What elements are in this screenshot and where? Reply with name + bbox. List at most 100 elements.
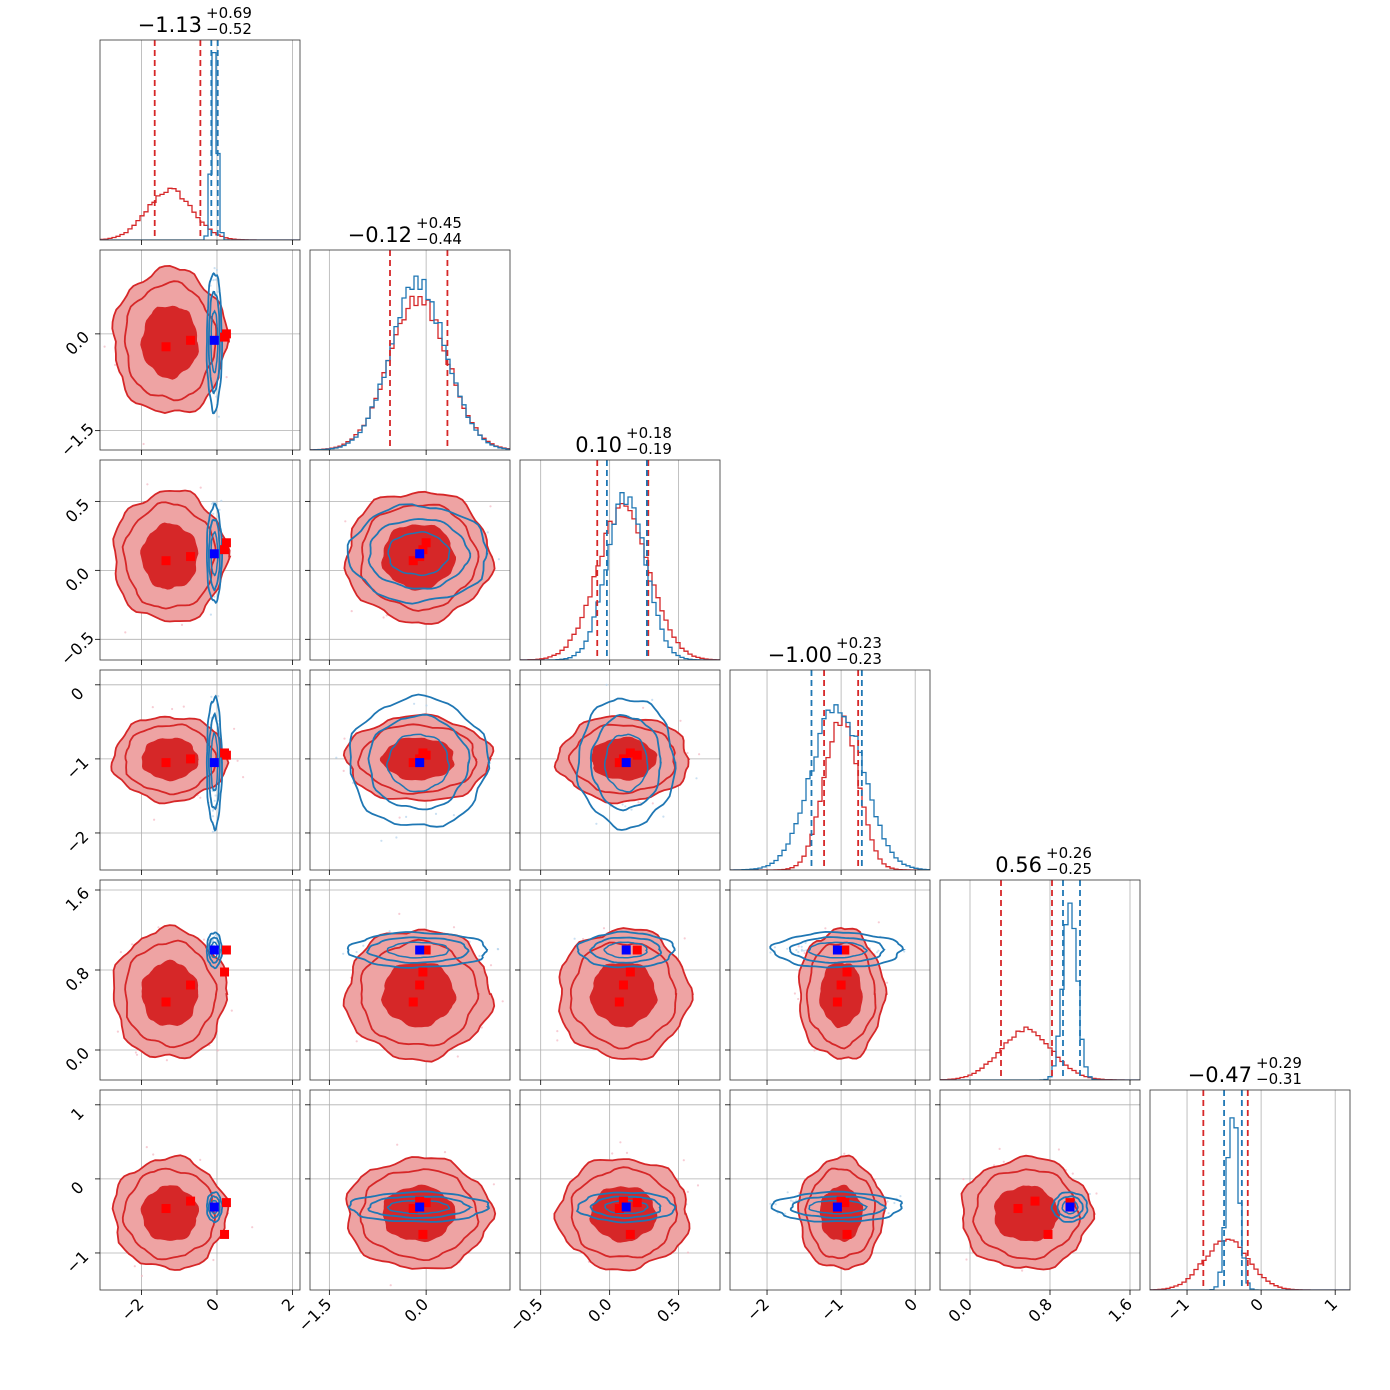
- red-contour-mid: [121, 501, 217, 610]
- sample-point: [335, 756, 338, 759]
- sample-point: [486, 531, 489, 534]
- sample-point: [556, 1039, 559, 1042]
- panel-frame: [99, 1089, 301, 1291]
- panel-frame: [1149, 1089, 1351, 1291]
- histogram-panel-2: 0.10 +0.18−0.19: [519, 424, 721, 665]
- red-marker: [161, 1204, 171, 1214]
- sample-point: [682, 1159, 685, 1162]
- param-title-median: 0.56: [995, 853, 1042, 877]
- y-tick-label: 0.0: [62, 564, 93, 595]
- sample-point: [212, 1258, 215, 1262]
- red-marker: [842, 967, 852, 977]
- sample-point: [342, 952, 345, 955]
- red-marker: [421, 750, 431, 760]
- red-marker: [186, 754, 196, 764]
- red-marker: [618, 1196, 628, 1206]
- red-marker: [836, 980, 846, 990]
- sample-point: [786, 1191, 789, 1194]
- blue-contour-mid: [207, 1195, 221, 1219]
- y-tick-label: −2: [62, 827, 92, 857]
- blue-contour-inner: [387, 531, 451, 577]
- sample-point: [1021, 1269, 1024, 1272]
- sample-point: [119, 951, 122, 954]
- red-contour-inner: [140, 1185, 199, 1241]
- blue-histogram: [520, 492, 720, 660]
- blue-histogram: [730, 704, 930, 870]
- sample-point: [489, 505, 492, 508]
- sample-point: [769, 951, 772, 954]
- sample-point: [199, 1158, 202, 1161]
- red-marker: [408, 758, 418, 768]
- red-marker: [832, 997, 842, 1007]
- panel-frame: [99, 39, 301, 241]
- panel-frame: [309, 879, 511, 1081]
- red-marker: [161, 997, 171, 1007]
- sample-point: [134, 1051, 137, 1054]
- contour-panel-1-0: 0.0 −1.5: [57, 249, 301, 460]
- blue-contour-inner: [603, 733, 649, 793]
- red-marker: [625, 748, 635, 758]
- param-title-minus: −0.52: [206, 20, 252, 38]
- red-contour-mid: [359, 1168, 480, 1262]
- red-marker: [1043, 1229, 1053, 1239]
- sample-point: [791, 1200, 794, 1203]
- sample-point: [873, 1178, 877, 1181]
- y-tick-label: −1: [62, 1247, 92, 1277]
- sample-point: [142, 442, 145, 446]
- histogram-panel-1: −0.12 +0.45−0.44: [309, 214, 511, 455]
- sample-point: [497, 558, 500, 561]
- panel-frame: [99, 879, 301, 1081]
- contour-panel-3-0: 0 −1 −2: [62, 669, 301, 875]
- blue-contour-inner: [808, 1199, 869, 1215]
- red-contour-mid: [804, 1167, 876, 1260]
- blue-contour-outer: [769, 930, 906, 969]
- blue-contour-inner: [385, 733, 450, 793]
- sample-point: [876, 951, 879, 954]
- sample-point: [215, 395, 218, 398]
- sample-point: [199, 796, 202, 799]
- sample-point: [251, 1226, 254, 1229]
- sample-point: [877, 949, 880, 952]
- y-tick-label: 1: [67, 1104, 88, 1125]
- param-title-plus: +0.23: [836, 634, 882, 652]
- sample-point: [385, 614, 388, 617]
- sample-point: [800, 949, 803, 952]
- sample-point: [624, 805, 627, 808]
- blue-contour-outer: [205, 931, 224, 970]
- sample-point: [605, 683, 608, 686]
- sample-point: [133, 1265, 136, 1268]
- sample-point: [637, 801, 640, 804]
- param-title-median: 0.10: [575, 433, 622, 457]
- x-tick-label: −2: [117, 1295, 147, 1325]
- sample-point: [804, 941, 807, 944]
- truth-marker: [621, 1202, 631, 1212]
- red-marker: [161, 556, 171, 566]
- red-contour-mid: [570, 1166, 679, 1259]
- blue-contour-outer: [346, 931, 489, 969]
- sample-point: [784, 1212, 787, 1215]
- red-marker: [161, 342, 171, 352]
- blue-histogram: [100, 51, 300, 240]
- sample-point: [210, 695, 213, 698]
- sample-point: [621, 803, 624, 806]
- sample-point: [501, 1000, 504, 1003]
- sample-point: [774, 1203, 777, 1206]
- sample-point: [1002, 1160, 1005, 1163]
- sample-point: [220, 499, 223, 502]
- panel-frame: [519, 1089, 721, 1291]
- panel-frame: [519, 879, 721, 1081]
- contour-panel-2-1: [305, 459, 511, 665]
- contour-panel-3-2: [515, 669, 721, 875]
- red-marker: [618, 980, 628, 990]
- red-marker: [186, 335, 196, 345]
- param-title-plus: +0.69: [206, 4, 252, 22]
- sample-point: [153, 818, 156, 821]
- param-title-plus: +0.45: [416, 214, 462, 232]
- sample-point: [686, 1251, 690, 1254]
- blue-contour-outer: [205, 694, 223, 832]
- red-marker: [221, 1198, 231, 1208]
- panel-frame: [99, 669, 301, 871]
- truth-marker: [209, 758, 219, 768]
- blue-contour-outer: [575, 697, 677, 831]
- red-marker: [1013, 1204, 1023, 1214]
